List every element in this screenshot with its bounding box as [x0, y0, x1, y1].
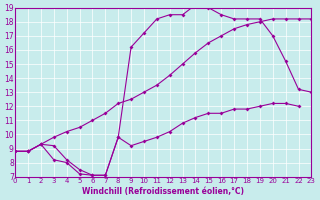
X-axis label: Windchill (Refroidissement éolien,°C): Windchill (Refroidissement éolien,°C) [82, 187, 244, 196]
